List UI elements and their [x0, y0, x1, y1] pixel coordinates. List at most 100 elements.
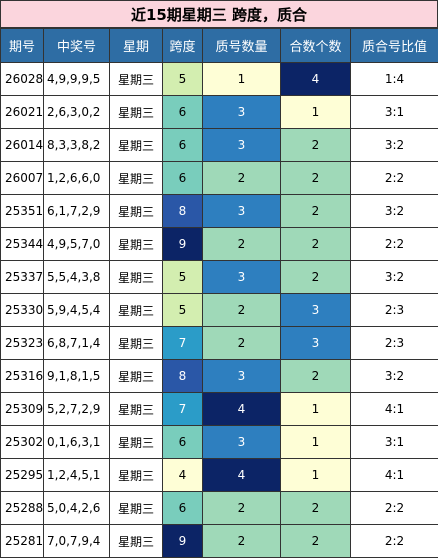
cell-weekday: 星期三 — [110, 228, 163, 261]
cell-ratio: 2:2 — [351, 525, 438, 558]
cell-span: 5 — [163, 63, 203, 96]
cell-composite-count: 2 — [281, 195, 351, 228]
cell-numbers: 1,2,6,6,0 — [44, 162, 110, 195]
cell-weekday: 星期三 — [110, 459, 163, 492]
cell-prime-count: 2 — [203, 492, 281, 525]
cell-ratio: 2:2 — [351, 228, 438, 261]
page-title: 近15期星期三 跨度，质合 — [0, 0, 438, 28]
cell-composite-count: 2 — [281, 162, 351, 195]
cell-ratio: 2:2 — [351, 162, 438, 195]
cell-weekday: 星期三 — [110, 525, 163, 558]
cell-ratio: 1:4 — [351, 63, 438, 96]
table-header-row: 期号 中奖号 星期 跨度 质号数量 合数个数 质合号比值 — [1, 29, 438, 63]
cell-span: 7 — [163, 393, 203, 426]
cell-issue: 26021 — [1, 96, 44, 129]
cell-composite-count: 2 — [281, 492, 351, 525]
cell-weekday: 星期三 — [110, 261, 163, 294]
cell-span: 5 — [163, 294, 203, 327]
cell-composite-count: 2 — [281, 261, 351, 294]
cell-ratio: 3:2 — [351, 261, 438, 294]
cell-numbers: 5,9,4,5,4 — [44, 294, 110, 327]
cell-issue: 26007 — [1, 162, 44, 195]
cell-ratio: 4:1 — [351, 393, 438, 426]
cell-span: 6 — [163, 96, 203, 129]
cell-numbers: 5,0,4,2,6 — [44, 492, 110, 525]
cell-span: 6 — [163, 426, 203, 459]
cell-ratio: 3:2 — [351, 129, 438, 162]
cell-weekday: 星期三 — [110, 96, 163, 129]
cell-ratio: 3:2 — [351, 360, 438, 393]
cell-prime-count: 4 — [203, 459, 281, 492]
cell-prime-count: 3 — [203, 96, 281, 129]
cell-numbers: 8,3,3,8,2 — [44, 129, 110, 162]
cell-weekday: 星期三 — [110, 426, 163, 459]
cell-ratio: 2:3 — [351, 294, 438, 327]
cell-prime-count: 4 — [203, 393, 281, 426]
cell-composite-count: 1 — [281, 96, 351, 129]
cell-numbers: 5,2,7,2,9 — [44, 393, 110, 426]
cell-numbers: 0,1,6,3,1 — [44, 426, 110, 459]
cell-numbers: 7,0,7,9,4 — [44, 525, 110, 558]
cell-weekday: 星期三 — [110, 294, 163, 327]
cell-weekday: 星期三 — [110, 162, 163, 195]
cell-span: 8 — [163, 360, 203, 393]
cell-weekday: 星期三 — [110, 63, 163, 96]
cell-span: 9 — [163, 525, 203, 558]
cell-composite-count: 2 — [281, 525, 351, 558]
cell-numbers: 1,2,4,5,1 — [44, 459, 110, 492]
cell-prime-count: 3 — [203, 261, 281, 294]
cell-ratio: 2:2 — [351, 492, 438, 525]
cell-composite-count: 1 — [281, 393, 351, 426]
cell-weekday: 星期三 — [110, 360, 163, 393]
cell-span: 6 — [163, 129, 203, 162]
cell-numbers: 6,8,7,1,4 — [44, 327, 110, 360]
header-composite-count: 合数个数 — [281, 29, 351, 63]
cell-span: 4 — [163, 459, 203, 492]
cell-issue: 25323 — [1, 327, 44, 360]
cell-numbers: 9,1,8,1,5 — [44, 360, 110, 393]
cell-composite-count: 1 — [281, 459, 351, 492]
cell-issue: 25288 — [1, 492, 44, 525]
cell-composite-count: 2 — [281, 360, 351, 393]
cell-prime-count: 3 — [203, 129, 281, 162]
cell-span: 8 — [163, 195, 203, 228]
cell-span: 9 — [163, 228, 203, 261]
cell-prime-count: 1 — [203, 63, 281, 96]
header-prime-count: 质号数量 — [203, 29, 281, 63]
cell-numbers: 2,6,3,0,2 — [44, 96, 110, 129]
header-ratio: 质合号比值 — [351, 29, 438, 63]
cell-weekday: 星期三 — [110, 195, 163, 228]
cell-ratio: 3:1 — [351, 96, 438, 129]
cell-composite-count: 1 — [281, 426, 351, 459]
cell-issue: 25316 — [1, 360, 44, 393]
cell-composite-count: 4 — [281, 63, 351, 96]
cell-prime-count: 2 — [203, 162, 281, 195]
cell-span: 5 — [163, 261, 203, 294]
header-issue: 期号 — [1, 29, 44, 63]
cell-issue: 25330 — [1, 294, 44, 327]
cell-span: 6 — [163, 492, 203, 525]
cell-issue: 25344 — [1, 228, 44, 261]
cell-composite-count: 3 — [281, 294, 351, 327]
cell-composite-count: 2 — [281, 228, 351, 261]
cell-ratio: 4:1 — [351, 459, 438, 492]
cell-numbers: 4,9,9,9,5 — [44, 63, 110, 96]
cell-prime-count: 2 — [203, 294, 281, 327]
cell-ratio: 2:3 — [351, 327, 438, 360]
cell-prime-count: 2 — [203, 525, 281, 558]
cell-numbers: 6,1,7,2,9 — [44, 195, 110, 228]
cell-issue: 25337 — [1, 261, 44, 294]
cell-prime-count: 2 — [203, 327, 281, 360]
cell-weekday: 星期三 — [110, 492, 163, 525]
